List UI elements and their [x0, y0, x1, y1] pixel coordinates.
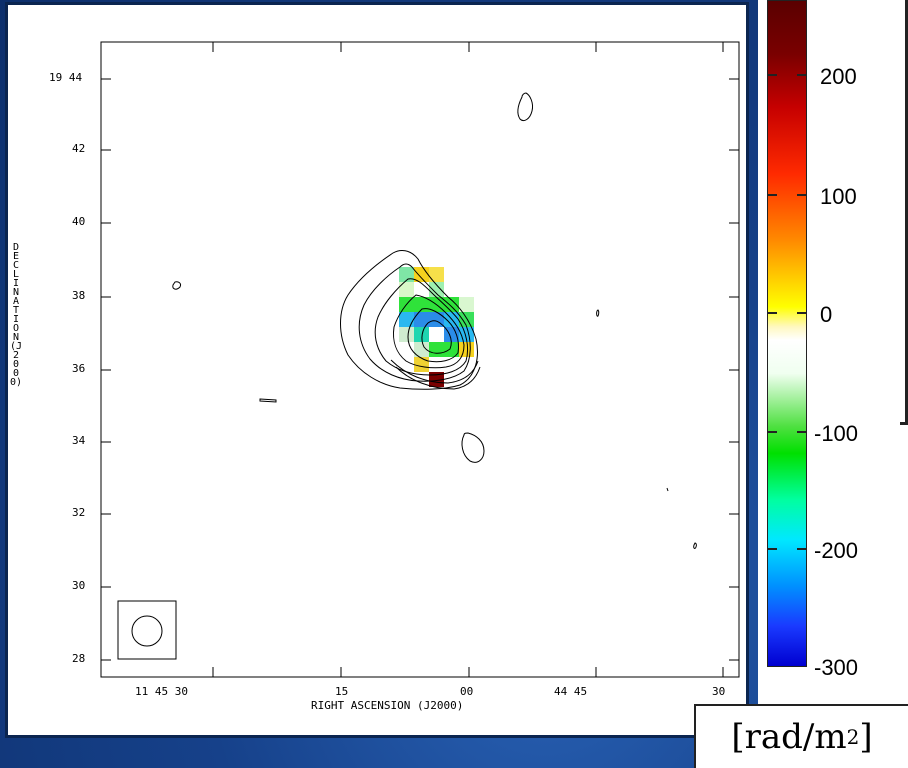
colorbar-unit: [rad/m 2] — [694, 704, 908, 768]
rm-pixel — [429, 372, 444, 387]
ra-tick-label: 30 — [712, 685, 726, 698]
dec-tick-label: 32 — [72, 506, 86, 519]
unit-text: [rad/m — [731, 717, 847, 757]
rm-pixel — [429, 342, 444, 357]
legend-edge — [905, 0, 908, 425]
dec-tick-label: 40 — [72, 215, 86, 228]
legend-edge — [900, 422, 908, 425]
colorbar — [767, 0, 807, 667]
y-axis-title: DECLINATION (J2000) — [10, 242, 23, 388]
sky-map — [100, 41, 740, 678]
beam-box — [117, 600, 177, 660]
dec-tick-label: 19 44 — [49, 71, 83, 84]
colorbar-label: 0 — [820, 302, 833, 327]
dec-tick-label: 30 — [72, 579, 86, 592]
dec-tick-label: 28 — [72, 652, 86, 665]
dec-tick-label: 34 — [72, 434, 86, 447]
x-axis-title: RIGHT ASCENSION (J2000) — [311, 699, 464, 712]
dec-tick-label: 38 — [72, 289, 86, 302]
ra-tick-label: 15 — [335, 685, 349, 698]
rm-pixel — [399, 327, 414, 342]
colorbar-label: -300 — [814, 655, 859, 680]
dec-tick-label: 36 — [72, 362, 86, 375]
intensity-contours — [172, 92, 697, 549]
colorbar-label: -200 — [814, 538, 859, 563]
rm-pixel — [399, 312, 414, 327]
rm-pixel — [429, 267, 444, 282]
ra-tick-marks — [212, 42, 724, 677]
colorbar-label: 100 — [820, 184, 857, 209]
colorbar-label: -100 — [814, 421, 859, 446]
rm-pixel — [459, 342, 474, 357]
dec-tick-label: 42 — [72, 142, 86, 155]
rm-pixel — [414, 357, 429, 372]
ra-tick-label: 44 45 — [554, 685, 588, 698]
rm-pixel — [459, 312, 474, 327]
unit-close: ] — [859, 717, 873, 757]
ra-tick-label: 00 — [460, 685, 474, 698]
figure-panel: 19 44 42 40 38 36 34 32 30 28 11 45 30 1… — [5, 2, 749, 738]
rm-pixel — [429, 327, 444, 342]
plot-frame — [100, 41, 740, 678]
rm-pixel — [414, 342, 429, 357]
ra-tick-label: 11 45 30 — [135, 685, 188, 698]
beam-ellipse — [131, 615, 163, 647]
rm-pixel — [399, 282, 414, 297]
rm-pixel — [459, 297, 474, 312]
colorbar-label: 200 — [820, 64, 857, 89]
colorbar-ticks — [767, 74, 807, 550]
declination-tick-marks — [101, 78, 739, 661]
rm-pixel — [414, 327, 429, 342]
rm-pixel — [414, 312, 429, 327]
unit-power: 2 — [846, 725, 860, 749]
rm-pixel — [444, 342, 459, 357]
rm-pixel — [414, 282, 429, 297]
